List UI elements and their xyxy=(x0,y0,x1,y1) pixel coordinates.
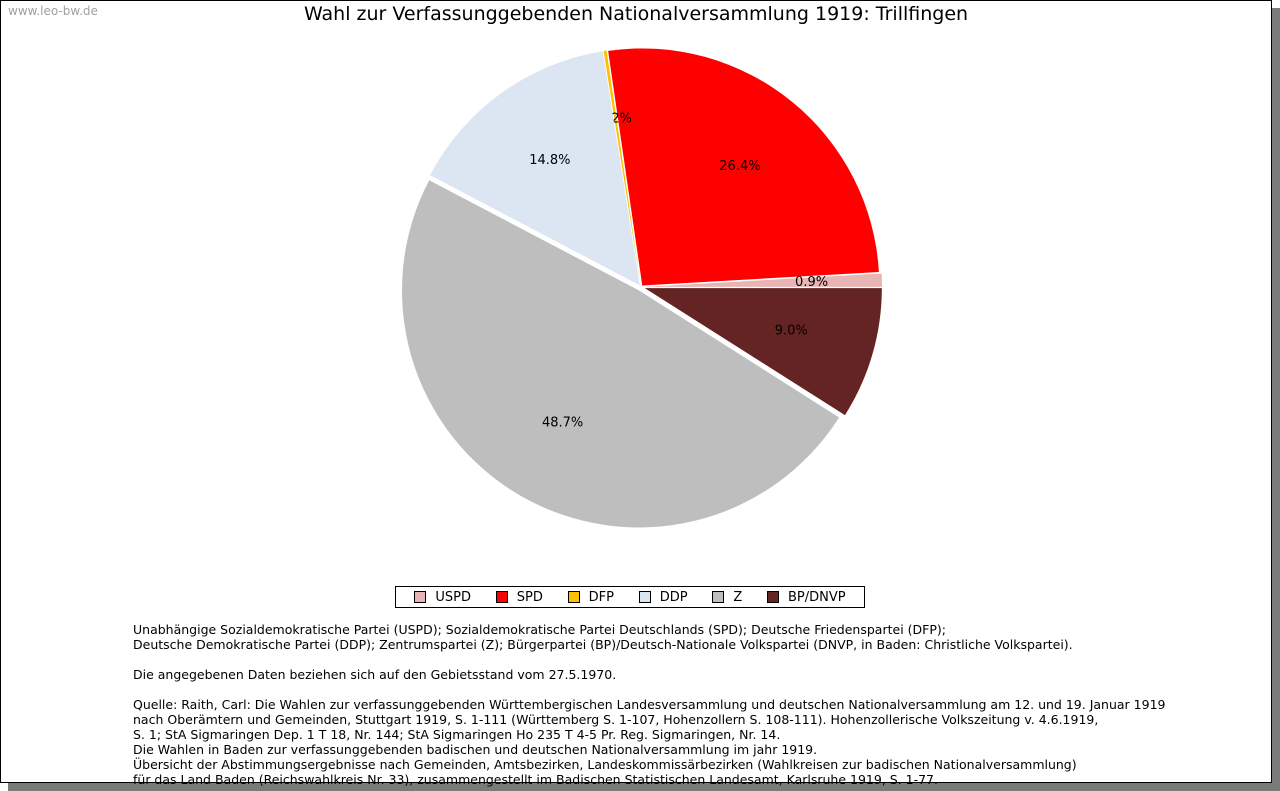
chart-title: Wahl zur Verfassunggebenden Nationalvers… xyxy=(303,3,969,25)
source-line: nach Oberämtern und Gemeinden, Stuttgart… xyxy=(133,712,1099,727)
pie-slice-bp-dnvp xyxy=(644,288,882,416)
slice-label: 0.9% xyxy=(795,275,828,290)
legend-item: Z xyxy=(712,590,742,605)
legend-swatch xyxy=(712,591,725,603)
slice-label: 48.7% xyxy=(542,415,583,430)
pie-slice-z xyxy=(401,180,840,528)
chart-legend: USPD SPD DFP DDP Z BP/DNVP xyxy=(395,586,865,608)
legend-item: USPD xyxy=(414,590,471,605)
watermark: www.leo-bw.de xyxy=(8,4,98,18)
pie-slice-ddp xyxy=(430,51,640,286)
legend-label: SPD xyxy=(516,589,543,605)
frame-shadow-bottom xyxy=(8,783,1280,791)
legend-item: BP/DNVP xyxy=(766,589,846,605)
slice-label: 14.8% xyxy=(529,153,570,168)
pie-slice-dfp xyxy=(603,50,641,286)
slice-label: 26.4% xyxy=(719,159,760,174)
legend-label: DDP xyxy=(659,589,688,605)
legend-label: USPD xyxy=(435,589,471,605)
source-line: Die Wahlen in Baden zur verfassunggebend… xyxy=(133,742,818,757)
legend-label: DFP xyxy=(588,589,614,605)
legend-item: DDP xyxy=(638,589,688,605)
legend-label: BP/DNVP xyxy=(787,589,846,605)
legend-swatch xyxy=(414,591,427,603)
parties-line-2: Deutsche Demokratische Partei (DDP); Zen… xyxy=(133,637,1073,652)
legend-item: SPD xyxy=(495,589,543,605)
parties-line-1: Unabhängige Sozialdemokratische Partei (… xyxy=(133,622,946,637)
legend-swatch xyxy=(638,591,651,603)
territory-note: Die angegebenen Daten beziehen sich auf … xyxy=(133,667,617,682)
source-line: Übersicht der Abstimmungsergebnisse nach… xyxy=(133,757,1077,772)
legend-item: DFP xyxy=(567,589,614,605)
source-line: Quelle: Raith, Carl: Die Wahlen zur verf… xyxy=(133,697,1166,712)
frame-shadow-right xyxy=(1272,8,1280,791)
legend-label: Z xyxy=(733,589,743,605)
source-line: für das Land Baden (Reichswahlkreis Nr. … xyxy=(133,772,938,787)
legend-swatch xyxy=(567,591,580,603)
pie-slice-spd xyxy=(608,48,879,286)
legend-swatch xyxy=(495,591,508,603)
notes: Unabhängige Sozialdemokratische Partei (… xyxy=(133,622,1165,787)
legend-swatch xyxy=(766,591,779,603)
source-line: S. 1; StA Sigmaringen Dep. 1 T 18, Nr. 1… xyxy=(133,727,781,742)
slice-label: 9.0% xyxy=(775,324,808,339)
pie-slice-uspd xyxy=(644,273,882,287)
